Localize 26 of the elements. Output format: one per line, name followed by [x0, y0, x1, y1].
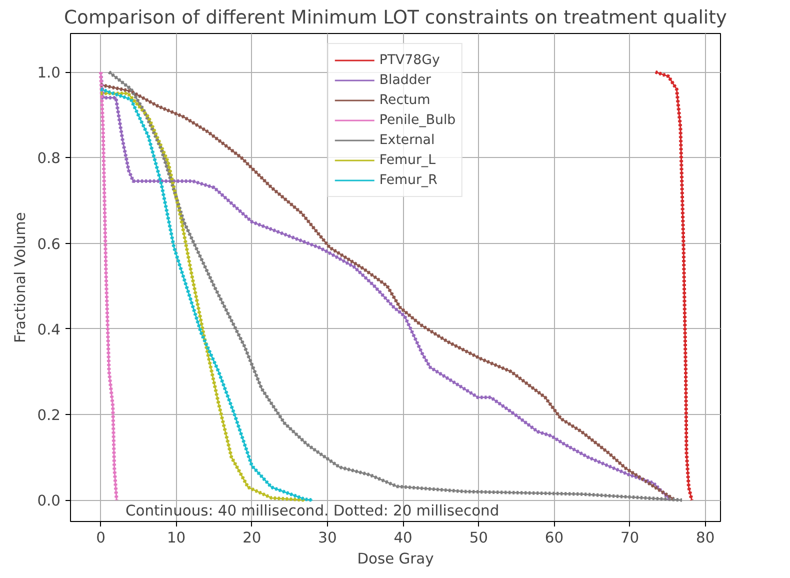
legend-label: Bladder — [379, 72, 432, 88]
legend-label: Femur_R — [379, 172, 438, 188]
legend-label: External — [379, 132, 435, 148]
legend-label: Rectum — [379, 92, 430, 108]
x-tick-label: 40 — [394, 530, 412, 546]
x-tick-label: 60 — [544, 530, 564, 546]
y-tick-label: 0.6 — [37, 236, 61, 253]
legend-label: Femur_L — [379, 152, 436, 168]
x-tick-label: 10 — [166, 530, 186, 546]
x-tick-label: 80 — [696, 530, 715, 546]
y-tick-label: 1.0 — [37, 64, 61, 82]
y-tick-label: 0.4 — [37, 321, 61, 338]
x-tick-label: 20 — [242, 530, 262, 546]
x-axis-title: Dose Gray — [357, 550, 434, 568]
legend-label: PTV78Gy — [379, 52, 440, 68]
y-tick-label: 0.0 — [37, 492, 61, 510]
x-tick-label: 0 — [96, 530, 106, 546]
legend-label: Penile_Bulb — [379, 112, 456, 128]
y-axis-title: Fractional Volume — [12, 212, 30, 343]
x-tick-label: 50 — [469, 530, 488, 546]
x-tick-label: 30 — [318, 530, 337, 546]
annotation: Continuous: 40 millisecond. Dotted: 20 millisecond — [126, 502, 500, 520]
chart-title: Comparison of different Minimum LOT constraints on treatment quality — [64, 8, 727, 28]
y-tick-label: 0.8 — [37, 150, 61, 168]
x-tick-label: 70 — [620, 530, 640, 546]
y-tick-label: 0.2 — [37, 406, 61, 424]
